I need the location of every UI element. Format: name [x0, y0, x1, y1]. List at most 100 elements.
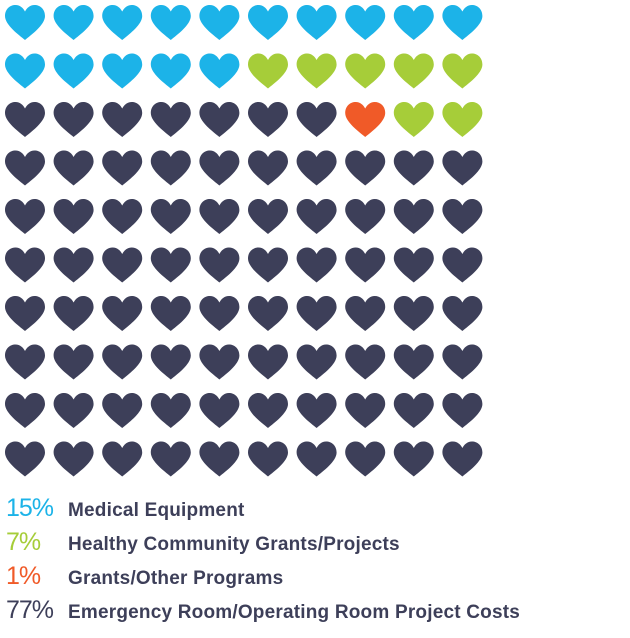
heart-icon: [248, 296, 288, 331]
heart-icon: [102, 296, 143, 331]
heart-icon: [345, 53, 386, 89]
heart-icon: [150, 441, 191, 477]
heart-icon: [296, 441, 337, 477]
heart-icon: [442, 5, 483, 40]
heart-icon: [199, 441, 240, 477]
legend-item-medical-equipment: 15% Medical Equipment: [6, 494, 626, 528]
heart-icon: [345, 150, 386, 186]
heart-icon: [442, 247, 483, 283]
heart-icon: [442, 441, 483, 477]
heart-icon: [53, 247, 94, 283]
heart-icon: [442, 393, 483, 428]
heart-icon: [150, 344, 191, 380]
heart-icon: [248, 393, 288, 428]
heart-icon: [53, 102, 94, 137]
heart-icon: [150, 393, 191, 428]
legend-label: Medical Equipment: [68, 500, 245, 521]
legend-label: Grants/Other Programs: [68, 568, 284, 589]
heart-icon: [199, 296, 240, 331]
heart-icon: [53, 344, 94, 380]
heart-icon: [442, 344, 483, 380]
heart-icon: [150, 5, 191, 40]
legend-percent: 1%: [6, 562, 41, 590]
heart-icon: [199, 393, 240, 428]
legend-label: Emergency Room/Operating Room Project Co…: [68, 602, 521, 623]
heart-icon: [199, 102, 240, 137]
heart-icon: [150, 53, 191, 89]
heart-icon: [393, 102, 434, 137]
legend-label: Healthy Community Grants/Projects: [68, 534, 400, 555]
heart-icon: [102, 247, 143, 283]
heart-icon: [442, 150, 483, 186]
heart-icon: [5, 296, 45, 331]
heart-icon: [442, 296, 483, 331]
heart-icon: [248, 344, 288, 380]
heart-icon: [345, 441, 386, 477]
legend-item-emergency-room: 77% Emergency Room/Operating Room Projec…: [6, 596, 626, 630]
heart-icon: [345, 247, 386, 283]
heart-icon: [53, 53, 94, 89]
heart-icon: [5, 5, 45, 40]
legend-percent: 7%: [6, 528, 41, 556]
heart-waffle-chart: [5, 5, 483, 477]
heart-icon: [199, 344, 240, 380]
heart-icon: [248, 102, 288, 137]
heart-icon: [345, 344, 386, 380]
heart-icon: [296, 393, 337, 428]
heart-icon: [393, 344, 434, 380]
heart-icon: [5, 441, 45, 477]
heart-icon: [393, 199, 434, 234]
heart-icon: [442, 199, 483, 234]
heart-icon: [345, 199, 386, 234]
heart-icon: [248, 247, 288, 283]
legend-item-healthy-community: 7% Healthy Community Grants/Projects: [6, 528, 626, 562]
heart-icon: [442, 53, 483, 89]
heart-icon: [5, 393, 45, 428]
heart-icon: [393, 150, 434, 186]
heart-icon: [345, 393, 386, 428]
heart-icon: [150, 102, 191, 137]
heart-icon: [53, 296, 94, 331]
heart-icon: [102, 344, 143, 380]
heart-icon: [248, 5, 288, 40]
heart-icon: [393, 441, 434, 477]
heart-icon: [393, 393, 434, 428]
heart-icon: [5, 199, 45, 234]
heart-icon: [102, 393, 143, 428]
heart-icon: [199, 247, 240, 283]
heart-icon: [393, 296, 434, 331]
heart-icon: [248, 441, 288, 477]
heart-icon: [296, 150, 337, 186]
heart-icon: [5, 150, 45, 186]
heart-icon: [296, 102, 337, 137]
heart-icon: [5, 53, 45, 89]
heart-icon: [53, 199, 94, 234]
heart-icon: [199, 53, 240, 89]
heart-icon: [199, 199, 240, 234]
heart-icon: [150, 247, 191, 283]
heart-icon: [5, 102, 45, 137]
heart-icon: [102, 441, 143, 477]
heart-icon: [248, 53, 288, 89]
heart-icon: [150, 150, 191, 186]
heart-icon: [5, 247, 45, 283]
legend: 15% Medical Equipment 7% Healthy Communi…: [6, 494, 626, 630]
heart-icon: [53, 150, 94, 186]
heart-icon: [53, 393, 94, 428]
heart-icon: [296, 296, 337, 331]
legend-percent: 77%: [6, 596, 54, 624]
heart-icon: [199, 5, 240, 40]
legend-percent: 15%: [6, 494, 54, 522]
heart-icon: [296, 53, 337, 89]
heart-icon: [102, 102, 143, 137]
heart-icon: [345, 102, 386, 137]
heart-icon: [393, 5, 434, 40]
heart-icon: [102, 150, 143, 186]
heart-icon: [296, 344, 337, 380]
heart-icon: [296, 247, 337, 283]
heart-icon: [199, 150, 240, 186]
heart-icon: [393, 247, 434, 283]
heart-icon: [150, 199, 191, 234]
heart-icon: [102, 199, 143, 234]
heart-icon: [345, 5, 386, 40]
